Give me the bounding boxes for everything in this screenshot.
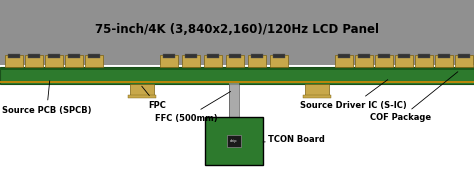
Bar (0, 80, 474, 83)
Bar (68, 54, 80, 58)
Bar (8, 54, 20, 58)
Bar (415, 55, 433, 67)
Bar (5, 55, 23, 67)
Bar (207, 54, 219, 58)
Text: Source PCB (SPCB): Source PCB (SPCB) (2, 81, 91, 114)
Bar (378, 54, 390, 58)
Bar (251, 54, 263, 58)
Bar (418, 54, 430, 58)
Bar (88, 54, 100, 58)
Text: FFC (500mm): FFC (500mm) (155, 91, 231, 123)
Bar (455, 55, 473, 67)
Bar (358, 54, 370, 58)
Bar (160, 55, 178, 67)
Bar (205, 117, 263, 165)
Bar (0, 0, 474, 65)
Text: TCON Board: TCON Board (263, 136, 325, 145)
Bar (303, 95, 331, 98)
Bar (65, 55, 83, 67)
Bar (375, 55, 393, 67)
Bar (185, 54, 197, 58)
Bar (25, 55, 43, 67)
Bar (226, 55, 244, 67)
Bar (335, 55, 353, 67)
Text: FPC: FPC (142, 86, 166, 109)
Bar (85, 55, 103, 67)
Bar (128, 95, 156, 98)
Text: Source Driver IC (S-IC): Source Driver IC (S-IC) (300, 80, 407, 109)
Bar (438, 54, 450, 58)
Text: COF Package: COF Package (370, 72, 458, 123)
Bar (0, 67, 474, 84)
Text: chip: chip (230, 139, 238, 143)
Bar (204, 55, 222, 67)
Bar (28, 54, 40, 58)
Bar (227, 135, 241, 147)
Bar (48, 54, 60, 58)
Bar (45, 55, 63, 67)
Bar (273, 54, 285, 58)
Bar (163, 54, 175, 58)
Bar (355, 55, 373, 67)
Bar (130, 84, 154, 96)
Bar (435, 55, 453, 67)
Bar (270, 55, 288, 67)
Bar (0, 68, 474, 70)
Bar (398, 54, 410, 58)
Bar (338, 54, 350, 58)
Bar (248, 55, 266, 67)
Bar (395, 55, 413, 67)
Bar (458, 54, 470, 58)
Bar (305, 84, 329, 96)
Bar (182, 55, 200, 67)
Bar (229, 54, 241, 58)
Text: 75-inch/4K (3,840x2,160)/120Hz LCD Panel: 75-inch/4K (3,840x2,160)/120Hz LCD Panel (95, 23, 379, 36)
